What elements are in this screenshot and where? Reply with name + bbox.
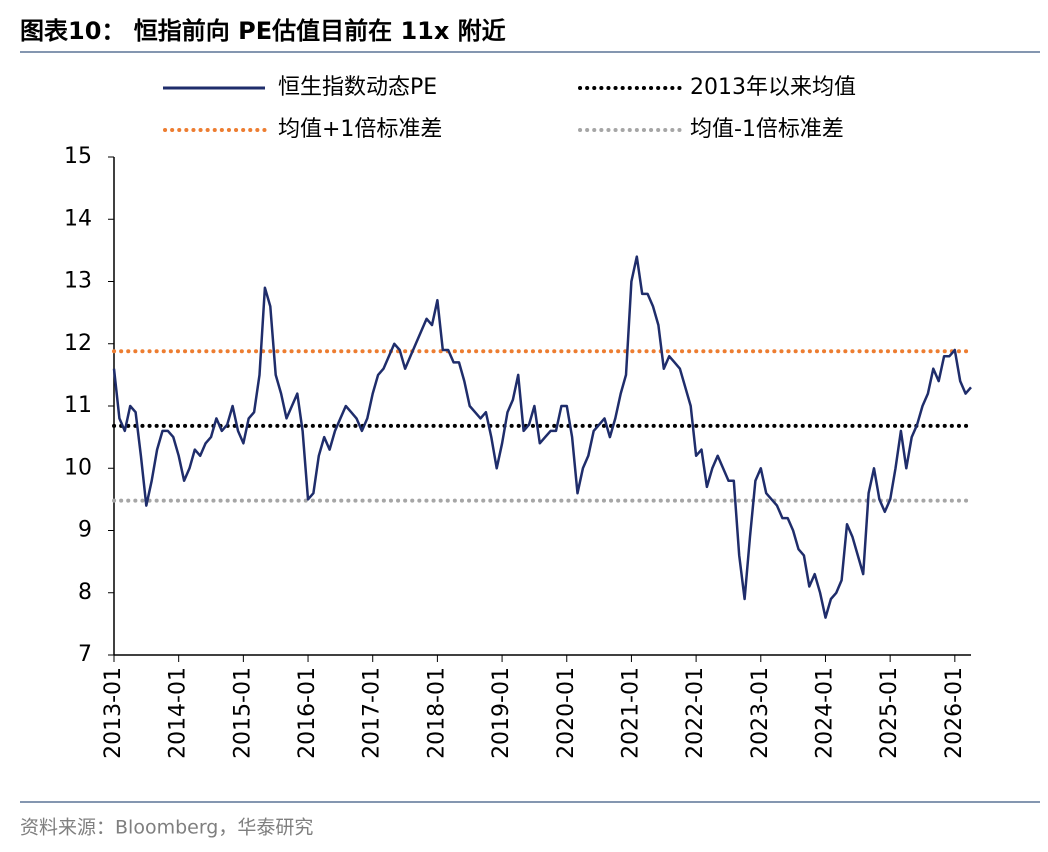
y-tick-label: 7: [78, 642, 92, 667]
x-tick-label: 2022-01: [683, 667, 708, 759]
y-tick-label: 11: [64, 393, 92, 418]
x-tick-label: 2018-01: [424, 667, 449, 759]
x-tick-label: 2025-01: [877, 667, 902, 759]
y-tick-label: 13: [64, 269, 92, 294]
y-tick-label: 8: [78, 580, 92, 605]
series-line: [112, 255, 972, 619]
y-tick-label: 12: [64, 331, 92, 356]
legend-label: 均值-1倍标准差: [690, 117, 844, 142]
x-tick-label: 2013-01: [101, 667, 126, 759]
y-tick-label: 10: [64, 455, 92, 480]
legend-label: 恒生指数动态PE: [278, 75, 437, 100]
x-tick-label: 2023-01: [748, 667, 773, 759]
chart-title: 图表10： 恒指前向 PE估值目前在 11x 附近: [20, 17, 506, 45]
y-tick-label: 15: [64, 144, 92, 169]
x-tick-label: 2024-01: [812, 667, 837, 759]
x-tick-label: 2016-01: [295, 667, 320, 759]
x-tick-label: 2026-01: [942, 667, 967, 759]
y-tick-label: 9: [78, 518, 92, 543]
x-tick-label: 2015-01: [230, 667, 255, 759]
x-tick-label: 2021-01: [618, 667, 643, 759]
source: 资料来源：Bloomberg，华泰研究: [20, 817, 313, 839]
x-tick-label: 2014-01: [166, 667, 191, 759]
x-tick-label: 2019-01: [489, 667, 514, 759]
y-tick-label: 14: [64, 206, 92, 231]
legend-label: 2013年以来均值: [690, 75, 856, 100]
legend-label: 均值+1倍标准差: [278, 117, 442, 142]
x-tick-label: 2017-01: [360, 667, 385, 759]
x-tick-label: 2020-01: [554, 667, 579, 759]
